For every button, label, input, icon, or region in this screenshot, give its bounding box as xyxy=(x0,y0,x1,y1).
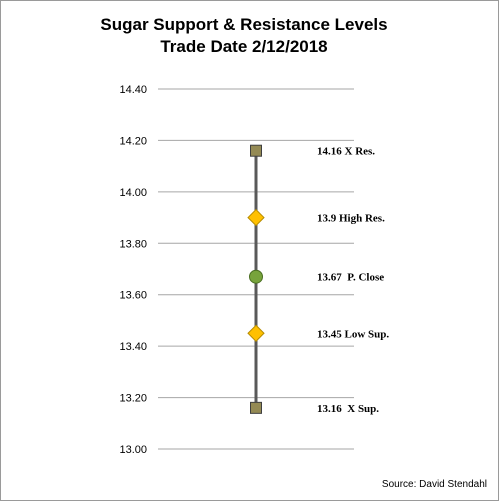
y-tick-label: 13.80 xyxy=(119,238,147,250)
chart-title: Sugar Support & Resistance Levels xyxy=(100,15,387,34)
y-axis-tick-labels: 14.40 14.20 14.00 13.80 13.60 13.40 13.20 13.00 xyxy=(119,84,147,456)
data-point-marker xyxy=(250,144,262,157)
y-tick-label: 13.40 xyxy=(119,341,147,353)
data-point-marker xyxy=(247,324,265,342)
y-tick-label: 14.20 xyxy=(119,135,147,147)
y-tick-label: 13.20 xyxy=(119,393,147,405)
data-point-marker xyxy=(250,401,262,414)
y-tick-label: 14.00 xyxy=(119,187,147,199)
data-point-label: 13.9 High Res. xyxy=(317,213,385,225)
data-point-marker xyxy=(247,208,265,227)
y-tick-label: 13.60 xyxy=(119,290,147,302)
levels-series xyxy=(247,144,265,414)
data-point-label: 13.67 P. Close xyxy=(317,272,384,284)
data-point-marker xyxy=(249,269,263,284)
data-point-label: 13.45 Low Sup. xyxy=(317,328,389,340)
y-tick-label: 13.00 xyxy=(119,444,147,456)
data-labels: 14.16 X Res. 13.9 High Res. 13.67 P. Close… xyxy=(317,146,389,415)
chart-subtitle: Trade Date 2/12/2018 xyxy=(160,37,327,56)
data-point-label: 13.16 X Sup. xyxy=(317,403,379,415)
data-point-label: 14.16 X Res. xyxy=(317,146,375,158)
source-note: Source: David Stendahl xyxy=(382,479,487,490)
y-tick-label: 14.40 xyxy=(119,84,147,96)
